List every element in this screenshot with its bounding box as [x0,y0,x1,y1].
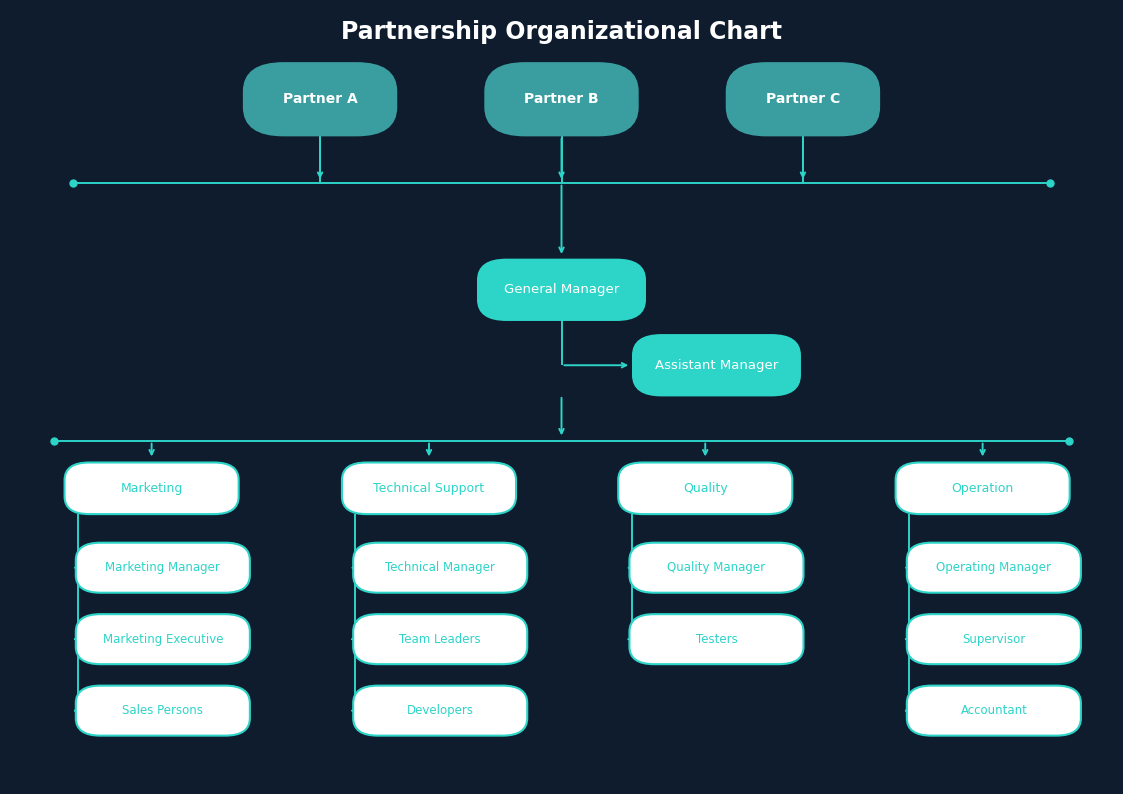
FancyBboxPatch shape [633,335,800,395]
FancyBboxPatch shape [478,260,645,319]
FancyBboxPatch shape [75,615,249,664]
Text: Operating Manager: Operating Manager [937,561,1051,574]
Text: Marketing Manager: Marketing Manager [106,561,220,574]
FancyBboxPatch shape [244,64,395,135]
Text: Quality Manager: Quality Manager [667,561,766,574]
FancyBboxPatch shape [907,615,1080,664]
FancyBboxPatch shape [629,615,804,664]
FancyBboxPatch shape [728,64,878,135]
Text: Partner B: Partner B [524,92,599,106]
FancyBboxPatch shape [485,64,638,135]
Text: Developers: Developers [407,704,474,717]
Text: Accountant: Accountant [960,704,1028,717]
Text: Quality: Quality [683,482,728,495]
FancyBboxPatch shape [907,685,1080,735]
FancyBboxPatch shape [65,462,239,515]
Text: Partner A: Partner A [283,92,357,106]
FancyBboxPatch shape [618,462,793,515]
Text: Marketing: Marketing [120,482,183,495]
FancyBboxPatch shape [353,543,528,592]
Text: Marketing Executive: Marketing Executive [102,633,223,646]
Text: Assistant Manager: Assistant Manager [655,359,778,372]
Text: General Manager: General Manager [504,283,619,296]
Text: Testers: Testers [695,633,738,646]
FancyBboxPatch shape [75,543,249,592]
Text: Sales Persons: Sales Persons [122,704,203,717]
FancyBboxPatch shape [75,685,249,735]
Text: Team Leaders: Team Leaders [400,633,481,646]
Text: Partnership Organizational Chart: Partnership Organizational Chart [341,20,782,44]
FancyBboxPatch shape [896,462,1069,515]
Text: Supervisor: Supervisor [962,633,1025,646]
Text: Technical Support: Technical Support [374,482,484,495]
Text: Partner C: Partner C [766,92,840,106]
Text: Technical Manager: Technical Manager [385,561,495,574]
FancyBboxPatch shape [353,685,528,735]
FancyBboxPatch shape [353,615,528,664]
FancyBboxPatch shape [629,543,804,592]
FancyBboxPatch shape [341,462,517,515]
FancyBboxPatch shape [907,543,1080,592]
Text: Operation: Operation [951,482,1014,495]
